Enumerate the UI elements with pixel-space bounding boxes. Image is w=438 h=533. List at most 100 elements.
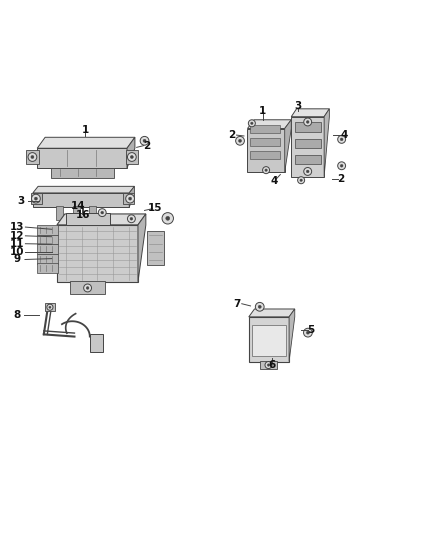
Text: 3: 3: [294, 101, 301, 111]
Circle shape: [251, 122, 253, 125]
Bar: [295, 139, 321, 148]
Bar: [33, 193, 129, 207]
Text: 1: 1: [259, 106, 266, 116]
Bar: [295, 155, 321, 165]
Text: 7: 7: [233, 298, 240, 309]
Circle shape: [126, 194, 134, 203]
Text: 10: 10: [10, 247, 25, 256]
Text: 2: 2: [228, 130, 235, 140]
Text: 15: 15: [148, 203, 163, 213]
Circle shape: [127, 215, 135, 223]
Circle shape: [239, 139, 242, 142]
Polygon shape: [33, 187, 134, 193]
Circle shape: [28, 152, 37, 161]
Text: 14: 14: [71, 201, 85, 211]
Bar: [90, 334, 103, 352]
Circle shape: [131, 156, 133, 158]
Circle shape: [47, 304, 53, 310]
Circle shape: [236, 136, 244, 145]
Text: 13: 13: [10, 222, 25, 232]
Bar: [250, 125, 280, 133]
Polygon shape: [247, 120, 291, 128]
Text: 5: 5: [307, 325, 314, 335]
Circle shape: [297, 177, 305, 184]
Polygon shape: [51, 168, 113, 177]
Bar: [73, 206, 80, 220]
Circle shape: [338, 162, 346, 169]
Polygon shape: [324, 109, 329, 177]
Circle shape: [166, 216, 170, 220]
Text: 16: 16: [76, 210, 91, 220]
Circle shape: [143, 139, 146, 142]
Bar: [250, 151, 280, 159]
Bar: [260, 361, 277, 369]
Circle shape: [306, 170, 309, 173]
Bar: [295, 122, 321, 132]
Polygon shape: [57, 214, 146, 225]
Polygon shape: [129, 187, 134, 207]
Bar: [250, 138, 280, 146]
Bar: [89, 206, 96, 220]
Bar: [252, 325, 286, 356]
Bar: [37, 263, 58, 273]
Bar: [123, 193, 134, 204]
Circle shape: [306, 120, 309, 123]
Bar: [70, 281, 105, 294]
Polygon shape: [138, 214, 146, 282]
Circle shape: [340, 138, 343, 141]
Bar: [31, 193, 42, 204]
Circle shape: [304, 118, 311, 126]
Text: 2: 2: [337, 174, 344, 184]
Circle shape: [86, 287, 89, 289]
Polygon shape: [291, 109, 329, 117]
Bar: [37, 254, 58, 263]
Polygon shape: [285, 120, 291, 172]
Circle shape: [130, 217, 133, 220]
Circle shape: [267, 364, 270, 366]
Circle shape: [32, 194, 40, 203]
Text: 12: 12: [10, 231, 25, 241]
Text: 4: 4: [270, 176, 277, 186]
Text: 3: 3: [18, 196, 25, 206]
Circle shape: [338, 135, 346, 143]
Bar: [291, 117, 324, 177]
Bar: [147, 231, 164, 265]
Polygon shape: [249, 309, 295, 317]
Circle shape: [265, 361, 272, 368]
Polygon shape: [37, 138, 135, 148]
Circle shape: [255, 302, 264, 311]
Text: 1: 1: [82, 125, 89, 135]
Text: 8: 8: [13, 310, 20, 320]
Circle shape: [84, 284, 92, 292]
Circle shape: [306, 331, 309, 334]
Circle shape: [34, 197, 38, 200]
Circle shape: [248, 120, 255, 127]
Circle shape: [304, 328, 312, 337]
Circle shape: [262, 167, 269, 174]
Bar: [37, 148, 127, 168]
Polygon shape: [127, 138, 135, 168]
Text: 4: 4: [340, 130, 347, 140]
Bar: [37, 225, 58, 235]
Text: 9: 9: [14, 254, 21, 264]
Bar: [66, 213, 110, 225]
Circle shape: [340, 164, 343, 167]
Circle shape: [265, 169, 267, 172]
Circle shape: [140, 136, 149, 145]
Circle shape: [162, 213, 173, 224]
Circle shape: [258, 305, 261, 308]
Circle shape: [300, 179, 302, 181]
Bar: [26, 150, 39, 164]
Circle shape: [304, 167, 311, 175]
Bar: [57, 206, 64, 220]
Circle shape: [98, 209, 106, 216]
Text: 6: 6: [268, 360, 275, 370]
Circle shape: [31, 156, 34, 158]
Bar: [57, 225, 138, 282]
Circle shape: [127, 152, 136, 161]
Polygon shape: [289, 309, 295, 361]
Bar: [37, 235, 58, 245]
Bar: [126, 150, 138, 164]
Circle shape: [129, 197, 131, 200]
Circle shape: [101, 211, 104, 214]
